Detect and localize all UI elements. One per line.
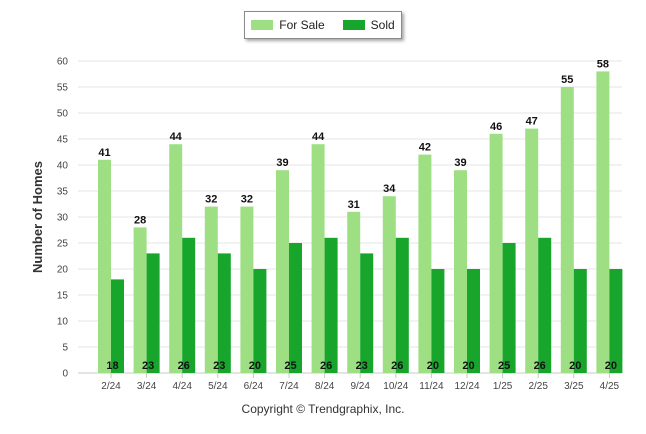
data-label-for-sale: 39 bbox=[454, 157, 466, 169]
bar-sold bbox=[146, 253, 160, 373]
data-label-for-sale: 39 bbox=[276, 157, 288, 169]
y-tick-label: 20 bbox=[57, 265, 69, 276]
x-tick-label: 6/24 bbox=[244, 381, 264, 392]
bar-sold bbox=[253, 269, 267, 373]
y-tick-label: 50 bbox=[57, 109, 69, 120]
bar-sold bbox=[289, 243, 302, 373]
data-label-for-sale: 47 bbox=[526, 116, 538, 128]
bar-sold bbox=[360, 253, 374, 373]
data-label-sold: 25 bbox=[284, 360, 296, 372]
data-label-sold: 26 bbox=[178, 360, 190, 372]
legend-label-for-sale: For Sale bbox=[279, 18, 325, 32]
bar-for-sale bbox=[133, 227, 147, 373]
data-label-for-sale: 55 bbox=[561, 74, 573, 86]
x-tick-label: 3/24 bbox=[137, 381, 157, 392]
bar-sold bbox=[502, 243, 516, 373]
data-label-for-sale: 58 bbox=[597, 58, 609, 70]
bar-for-sale bbox=[560, 87, 574, 373]
bar-for-sale bbox=[98, 159, 111, 373]
copyright-text: Copyright © Trendgraphix, Inc. bbox=[241, 402, 405, 416]
bar-sold bbox=[217, 253, 231, 373]
data-label-sold: 26 bbox=[534, 360, 546, 372]
legend-swatch-sold bbox=[342, 20, 365, 30]
legend-item-for-sale[interactable]: For Sale bbox=[251, 18, 325, 32]
data-label-sold: 26 bbox=[391, 360, 403, 372]
y-tick-label: 0 bbox=[62, 369, 68, 380]
data-label-for-sale: 46 bbox=[490, 121, 502, 133]
data-label-for-sale: 41 bbox=[98, 147, 110, 159]
bar-for-sale bbox=[240, 206, 254, 373]
x-tick-label: 4/25 bbox=[600, 381, 620, 392]
bar-for-sale bbox=[418, 154, 432, 373]
data-label-sold: 18 bbox=[106, 360, 118, 372]
x-tick-label: 11/24 bbox=[419, 381, 444, 392]
data-label-sold: 20 bbox=[569, 360, 581, 372]
data-label-sold: 20 bbox=[249, 360, 261, 372]
y-tick-label: 25 bbox=[57, 239, 69, 250]
bar-for-sale bbox=[382, 196, 396, 373]
x-tick-label: 5/24 bbox=[208, 381, 228, 392]
bar-sold bbox=[609, 269, 623, 373]
y-tick-label: 30 bbox=[57, 213, 69, 224]
data-label-for-sale: 32 bbox=[205, 194, 217, 206]
y-tick-label: 35 bbox=[57, 187, 69, 198]
legend-swatch-for-sale bbox=[251, 20, 274, 30]
bar-for-sale bbox=[204, 206, 218, 373]
bar-for-sale bbox=[454, 170, 467, 373]
x-tick-label: 3/25 bbox=[564, 381, 584, 392]
bar-sold bbox=[467, 269, 480, 373]
data-label-sold: 20 bbox=[605, 360, 617, 372]
x-tick-label: 8/24 bbox=[315, 381, 335, 392]
bar-for-sale bbox=[525, 128, 539, 373]
bar-sold bbox=[395, 237, 409, 373]
data-label-for-sale: 34 bbox=[383, 183, 396, 195]
y-tick-label: 15 bbox=[57, 291, 69, 302]
legend-item-sold[interactable]: Sold bbox=[342, 18, 395, 32]
data-label-for-sale: 44 bbox=[170, 131, 183, 143]
y-tick-label: 40 bbox=[57, 161, 69, 172]
data-label-sold: 23 bbox=[356, 360, 368, 372]
x-tick-label: 12/24 bbox=[454, 381, 479, 392]
bar-for-sale bbox=[169, 144, 183, 373]
bar-sold bbox=[111, 279, 124, 373]
x-tick-label: 10/24 bbox=[383, 381, 408, 392]
data-label-sold: 20 bbox=[427, 360, 439, 372]
data-label-sold: 25 bbox=[498, 360, 510, 372]
x-tick-label: 1/25 bbox=[493, 381, 513, 392]
bar-for-sale bbox=[311, 144, 325, 373]
y-tick-label: 60 bbox=[57, 57, 69, 68]
data-label-sold: 23 bbox=[213, 360, 225, 372]
bar-sold bbox=[573, 269, 587, 373]
bar-sold bbox=[431, 269, 445, 373]
bar-sold bbox=[538, 237, 552, 373]
data-label-for-sale: 42 bbox=[419, 142, 431, 154]
y-tick-label: 45 bbox=[57, 135, 69, 146]
x-tick-label: 7/24 bbox=[279, 381, 299, 392]
y-tick-label: 10 bbox=[57, 317, 69, 328]
data-label-for-sale: 28 bbox=[134, 214, 146, 226]
y-axis-title: Number of Homes bbox=[30, 161, 45, 273]
data-label-for-sale: 31 bbox=[348, 199, 360, 211]
x-tick-label: 9/24 bbox=[350, 381, 370, 392]
bar-for-sale bbox=[276, 170, 289, 373]
x-tick-label: 2/25 bbox=[528, 381, 548, 392]
data-label-for-sale: 32 bbox=[241, 194, 253, 206]
x-tick-label: 4/24 bbox=[172, 381, 192, 392]
bar-for-sale bbox=[489, 133, 503, 373]
legend-label-sold: Sold bbox=[370, 18, 395, 32]
bar-for-sale bbox=[347, 211, 361, 373]
x-tick-label: 2/24 bbox=[101, 381, 121, 392]
legend: For Sale Sold bbox=[244, 11, 402, 39]
bar-sold bbox=[324, 237, 338, 373]
data-label-for-sale: 44 bbox=[312, 131, 325, 143]
y-tick-label: 5 bbox=[62, 343, 68, 354]
bar-for-sale bbox=[596, 71, 610, 374]
data-label-sold: 20 bbox=[462, 360, 474, 372]
data-label-sold: 23 bbox=[142, 360, 154, 372]
bar-sold bbox=[182, 237, 196, 373]
data-label-sold: 26 bbox=[320, 360, 332, 372]
y-tick-label: 55 bbox=[57, 83, 69, 94]
